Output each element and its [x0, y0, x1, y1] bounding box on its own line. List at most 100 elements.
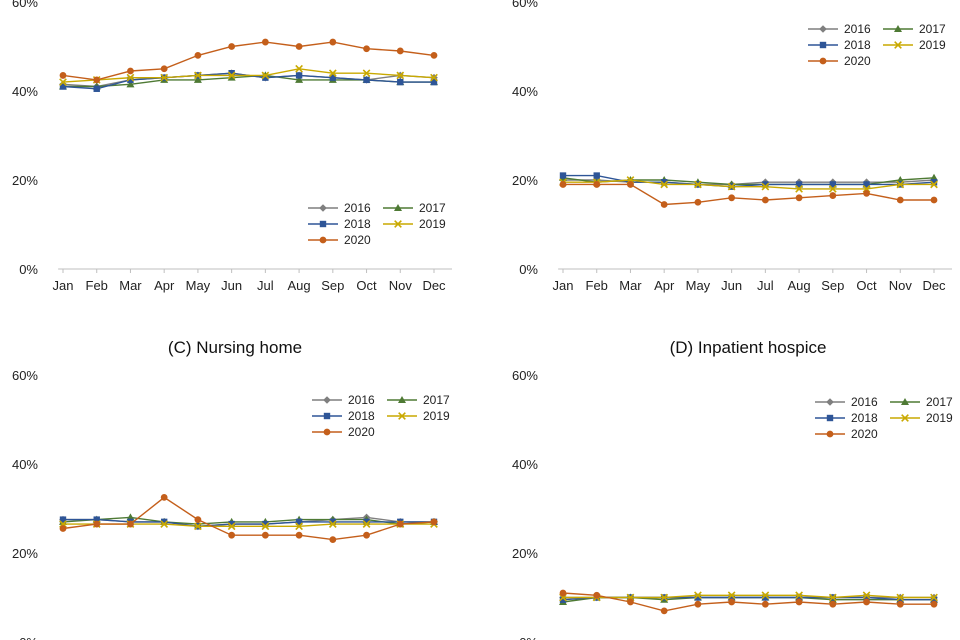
data-point: [930, 600, 938, 608]
data-point: [127, 520, 134, 528]
x-tick-label: Jun: [721, 278, 742, 293]
data-point: [397, 78, 404, 86]
data-point: [897, 596, 904, 603]
legend-marker: [323, 412, 331, 420]
x-tick-label: Apr: [154, 278, 175, 293]
data-point: [559, 172, 567, 179]
data-point: [829, 192, 837, 199]
legend-item: 2017: [387, 393, 450, 407]
data-point: [194, 71, 202, 80]
y-tick-label: 60%: [512, 0, 538, 10]
series-line: [62, 496, 435, 541]
legend-item: 2019: [883, 38, 946, 52]
x-tick-label: Sep: [821, 278, 844, 293]
data-point: [761, 591, 770, 600]
legend-marker: [398, 396, 406, 403]
data-point: [863, 181, 870, 188]
legend-marker: [819, 25, 827, 33]
legend-label: 2017: [423, 393, 450, 407]
x-tick-label: Aug: [788, 278, 811, 293]
data-point: [896, 196, 904, 204]
legend-item: 2020: [312, 425, 375, 439]
data-point: [930, 196, 938, 204]
data-point: [896, 180, 905, 189]
series-line: [62, 41, 435, 81]
y-tick-label: 20%: [512, 173, 538, 188]
x-tick-label: Aug: [288, 278, 311, 293]
data-point: [127, 67, 134, 75]
legend-item: 2018: [808, 38, 871, 52]
legend-label: 2017: [919, 22, 946, 36]
y-tick-label: 40%: [12, 84, 38, 99]
y-tick-label: 60%: [512, 368, 538, 383]
chart-panel-4: (D) Inpatient hospice0%20%40%60%JanFebMa…: [512, 338, 953, 640]
data-point: [795, 594, 803, 601]
legend-label: 2017: [419, 201, 446, 215]
series-line: [563, 183, 934, 206]
data-point: [227, 73, 236, 81]
data-point: [761, 182, 770, 191]
data-point: [727, 591, 736, 600]
data-point: [660, 201, 668, 208]
data-point: [228, 43, 236, 50]
chart-panel-2: 0% 20% 40% 60% Jan Feb Mar Apr May Jun Jul Aug Sep Oc…: [512, 0, 952, 293]
data-point: [127, 76, 134, 84]
data-point: [762, 181, 769, 188]
legend-label: 2020: [851, 427, 878, 441]
data-point: [430, 78, 438, 86]
legend-marker: [323, 396, 331, 404]
data-point: [930, 593, 938, 602]
legend-marker: [819, 41, 827, 49]
data-point: [93, 85, 100, 92]
data-point: [93, 516, 100, 523]
legend-label: 2016: [844, 22, 871, 36]
legend-label: 2019: [919, 38, 946, 52]
y-tick-label: 0%: [19, 262, 38, 277]
data-point: [761, 600, 769, 608]
x-tick-label: Nov: [889, 278, 913, 293]
legend: 2016 2017 2018 2019 2020: [308, 201, 446, 247]
data-point: [160, 65, 168, 73]
legend-item: 2019: [890, 411, 953, 425]
data-point: [362, 69, 371, 78]
series-line: [63, 518, 434, 528]
data-point: [329, 536, 337, 544]
data-point: [329, 518, 337, 526]
data-point: [829, 600, 837, 608]
series-2020: [59, 38, 438, 84]
legend: 2016 2017 2018 2019 2020: [312, 393, 450, 439]
data-point: [328, 69, 337, 78]
x-tick-label: Jan: [553, 278, 574, 293]
data-point: [593, 591, 601, 599]
data-point: [362, 520, 371, 528]
data-point: [193, 75, 202, 83]
x-tick-label: Nov: [389, 278, 413, 293]
data-point: [295, 64, 303, 73]
data-point: [295, 72, 303, 79]
data-point: [430, 518, 438, 526]
legend-marker: [819, 57, 827, 65]
data-point: [627, 598, 634, 606]
data-point: [295, 518, 303, 526]
legend-item: 2020: [815, 427, 878, 441]
x-tick-label: Feb: [586, 278, 608, 293]
y-tick-label: 20%: [512, 546, 538, 561]
legend-item: 2020: [308, 233, 371, 247]
data-point: [862, 591, 871, 600]
data-point: [261, 522, 270, 531]
x-tick-label: Jul: [257, 278, 274, 293]
series-line: [62, 516, 435, 525]
y-tick-label: 0%: [519, 635, 538, 640]
data-point: [295, 43, 303, 50]
data-point: [930, 179, 938, 186]
data-point: [396, 520, 404, 528]
legend-label: 2018: [851, 411, 878, 425]
legend-marker: [319, 204, 327, 212]
data-point: [228, 70, 235, 77]
data-point: [795, 598, 803, 606]
data-point: [795, 181, 803, 188]
data-point: [261, 531, 269, 539]
data-point: [328, 520, 337, 528]
data-point: [829, 181, 837, 188]
data-point: [262, 74, 269, 81]
